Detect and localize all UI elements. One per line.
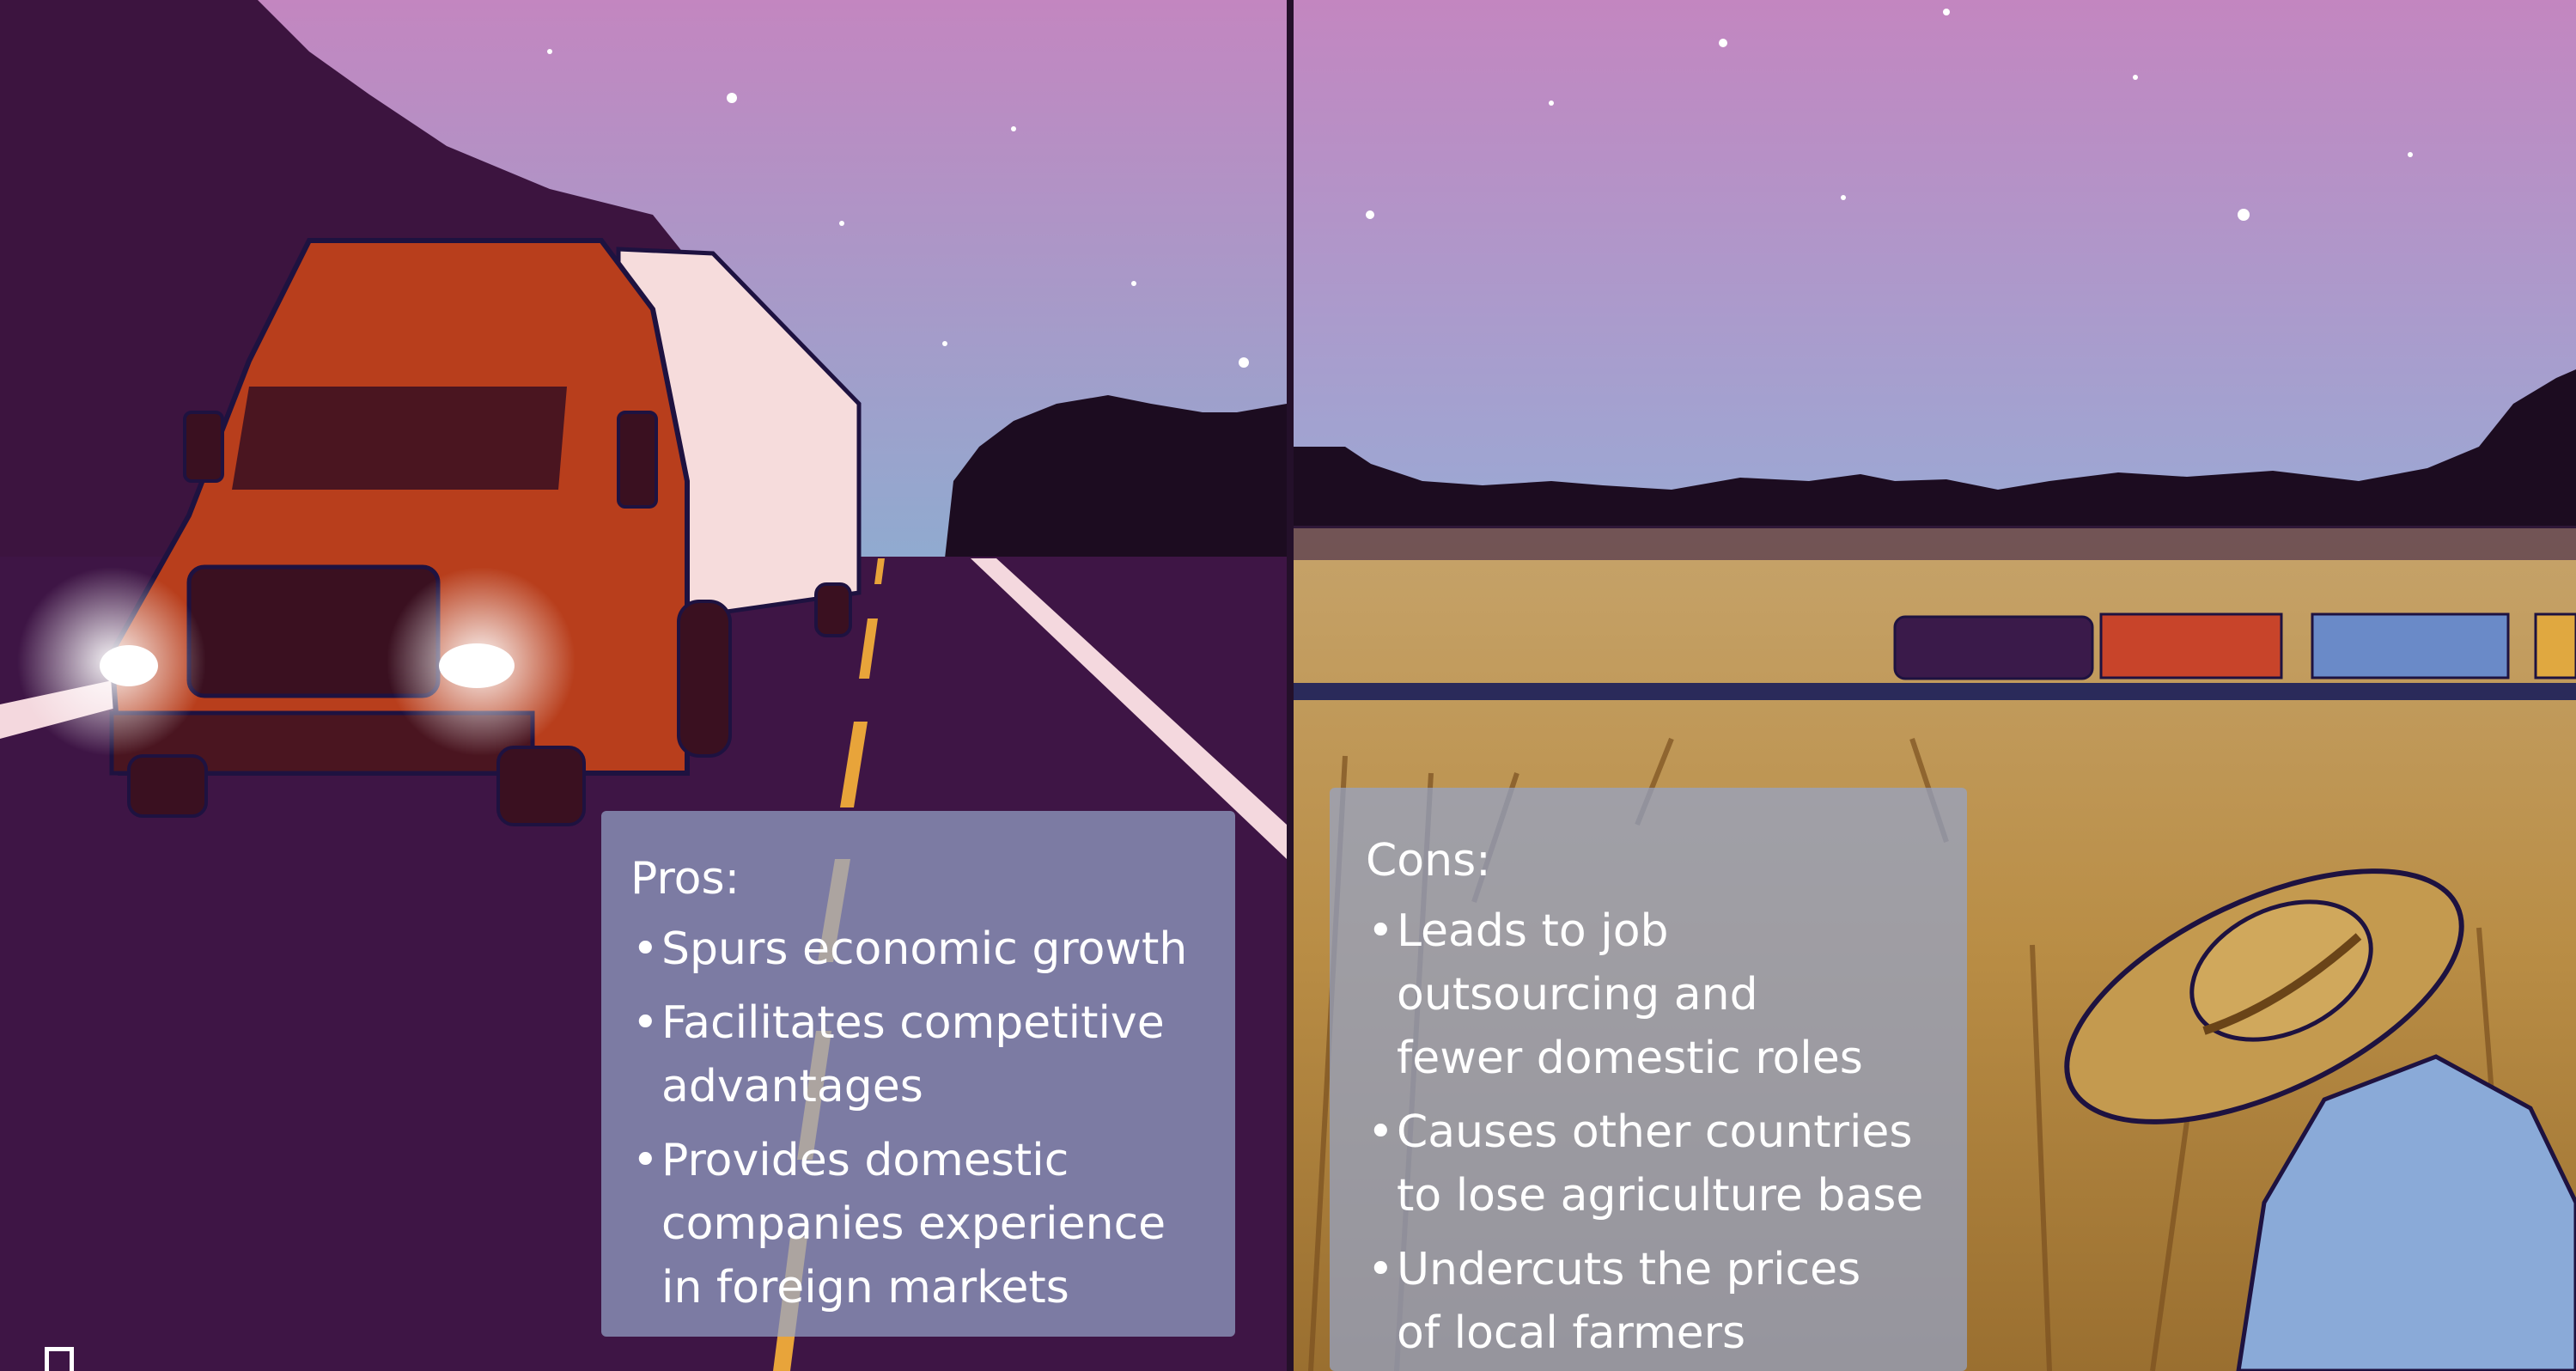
- train-car-red: [2099, 612, 2283, 679]
- mirror-right: [617, 411, 658, 509]
- cons-item: Undercuts the prices of local farmers: [1366, 1238, 1967, 1365]
- train-car-blue: [2311, 612, 2510, 679]
- farmer-illustration: [2064, 868, 2576, 1371]
- field-horizon-shadow: [1294, 526, 2576, 560]
- logo-mark-icon: [45, 1347, 74, 1371]
- cons-item: Causes other countries to lose agricultu…: [1366, 1100, 1967, 1228]
- hills: [1294, 369, 2576, 533]
- pros-list: Spurs economic growth Facilitates compet…: [630, 917, 1235, 1319]
- forest-right: [945, 395, 1287, 558]
- train-car-dark: [1893, 615, 2094, 680]
- pros-title: Pros:: [630, 853, 740, 905]
- train-car-yellow: [2534, 612, 2576, 679]
- illustration-left-highway: Pros: Spurs economic growth Facilitates …: [0, 0, 1287, 1371]
- train-illustration: [1893, 612, 2576, 680]
- panel-divider: [1287, 0, 1294, 1371]
- pros-item: Provides domestic companies experience i…: [630, 1129, 1235, 1319]
- cons-card: Cons: Leads to job outsourcing and fewer…: [1330, 788, 1967, 1371]
- stars: [1366, 9, 2413, 221]
- cons-title: Cons:: [1366, 835, 1491, 887]
- sky: [1294, 0, 2576, 533]
- stars: [547, 49, 1249, 368]
- cons-item: Leads to job outsourcing and fewer domes…: [1366, 899, 1967, 1090]
- headlight-left: [100, 645, 158, 686]
- farmer-shirt: [2236, 1054, 2576, 1371]
- pros-item: Facilitates competitive advantages: [630, 991, 1235, 1118]
- headlight-right: [439, 643, 515, 688]
- road-edge-right: [971, 558, 1287, 859]
- illustration-right-field: Cons: Leads to job outsourcing and fewer…: [1294, 0, 2576, 1371]
- cons-list: Leads to job outsourcing and fewer domes…: [1366, 899, 1967, 1365]
- wheels: [127, 582, 852, 826]
- pros-item: Spurs economic growth: [630, 917, 1235, 981]
- windshield: [232, 387, 567, 490]
- mirror-left: [183, 411, 224, 483]
- farmer-hat-crown: [2189, 899, 2373, 1042]
- pros-card: Pros: Spurs economic growth Facilitates …: [601, 811, 1235, 1337]
- railway: [1294, 683, 2576, 700]
- farmer-hat-band: [2202, 933, 2362, 1035]
- truck-illustration: [17, 238, 862, 826]
